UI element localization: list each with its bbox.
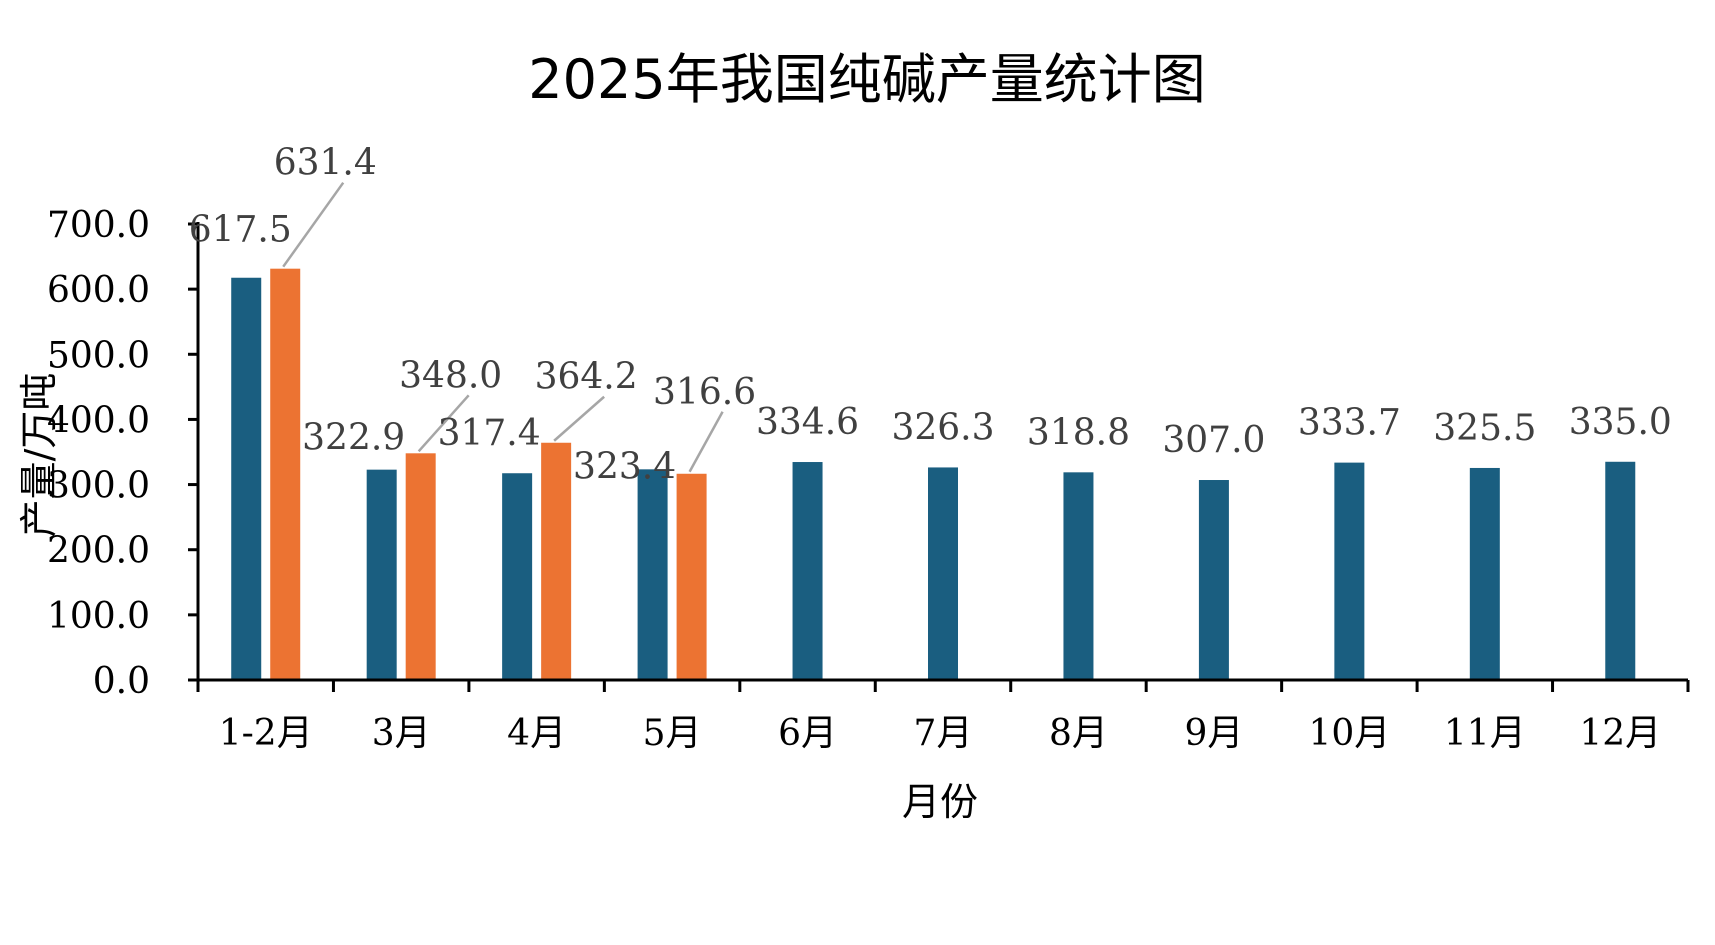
data-label: 335.0: [1569, 402, 1672, 443]
y-tick-label: 0.0: [93, 661, 150, 702]
bar-series1: [637, 469, 668, 680]
y-tick-label: 600.0: [47, 270, 150, 311]
x-tick-label: 12月: [1579, 713, 1661, 754]
data-label: 307.0: [1162, 420, 1265, 461]
data-label: 322.9: [302, 418, 405, 459]
chart-title: 2025年我国纯碱产量统计图: [528, 48, 1205, 111]
y-tick-label: 200.0: [47, 531, 150, 572]
bar-series2: [541, 442, 572, 680]
bar-series1: [1198, 480, 1229, 680]
bar-series1: [1605, 461, 1636, 680]
data-label-leader: [553, 395, 605, 442]
y-tick-label: 100.0: [47, 596, 150, 637]
x-tick-label: 3月: [372, 713, 431, 754]
data-label: 617.5: [189, 210, 292, 251]
bar-series2: [405, 453, 436, 680]
y-tick-label: 700.0: [47, 205, 150, 246]
data-label: 317.4: [438, 413, 541, 454]
bar-series1: [1334, 462, 1365, 680]
x-tick-label: 10月: [1308, 713, 1390, 754]
data-label-leader: [417, 394, 470, 453]
bar-series2: [676, 473, 707, 680]
x-tick-label: 11月: [1444, 713, 1526, 754]
y-tick-label: 400.0: [47, 400, 150, 441]
bar-series1: [1063, 472, 1094, 680]
x-tick-label: 4月: [507, 713, 566, 754]
plot-area: 0.0 100.0 200.0 300.0 400.0 500.0 600.0 700.0 1-…: [47, 143, 1690, 754]
data-label: 325.5: [1433, 408, 1536, 449]
bar-series2: [270, 268, 301, 680]
data-label: 316.6: [653, 372, 756, 413]
data-label: 631.4: [274, 143, 377, 184]
x-tick-label: 9月: [1184, 713, 1243, 754]
data-label-leader: [688, 411, 724, 473]
y-axis-title: 产量/万吨: [17, 373, 61, 538]
data-label: 333.7: [1298, 403, 1401, 444]
data-label: 364.2: [535, 357, 638, 398]
x-axis-title: 月份: [902, 780, 978, 824]
x-tick-label: 7月: [914, 713, 973, 754]
x-tick-label: 5月: [643, 713, 702, 754]
bar-series1: [928, 467, 958, 680]
data-label: 326.3: [891, 407, 994, 448]
data-label: 348.0: [399, 355, 502, 396]
x-tick-label: 6月: [778, 713, 837, 754]
x-tick-label: 8月: [1049, 713, 1108, 754]
bar-series1: [366, 469, 397, 680]
bar-series1: [792, 462, 823, 680]
y-tick-label: 500.0: [47, 335, 150, 376]
y-tick-label: 300.0: [47, 466, 150, 507]
data-label-leader: [282, 181, 345, 268]
data-label: 318.8: [1027, 412, 1130, 453]
bar-series1: [502, 473, 533, 680]
x-tick-label: 1-2月: [219, 713, 313, 754]
bar-series1: [1469, 467, 1500, 680]
data-label: 334.6: [756, 402, 859, 443]
data-label: 323.4: [573, 446, 676, 487]
bar-series1: [231, 277, 262, 680]
